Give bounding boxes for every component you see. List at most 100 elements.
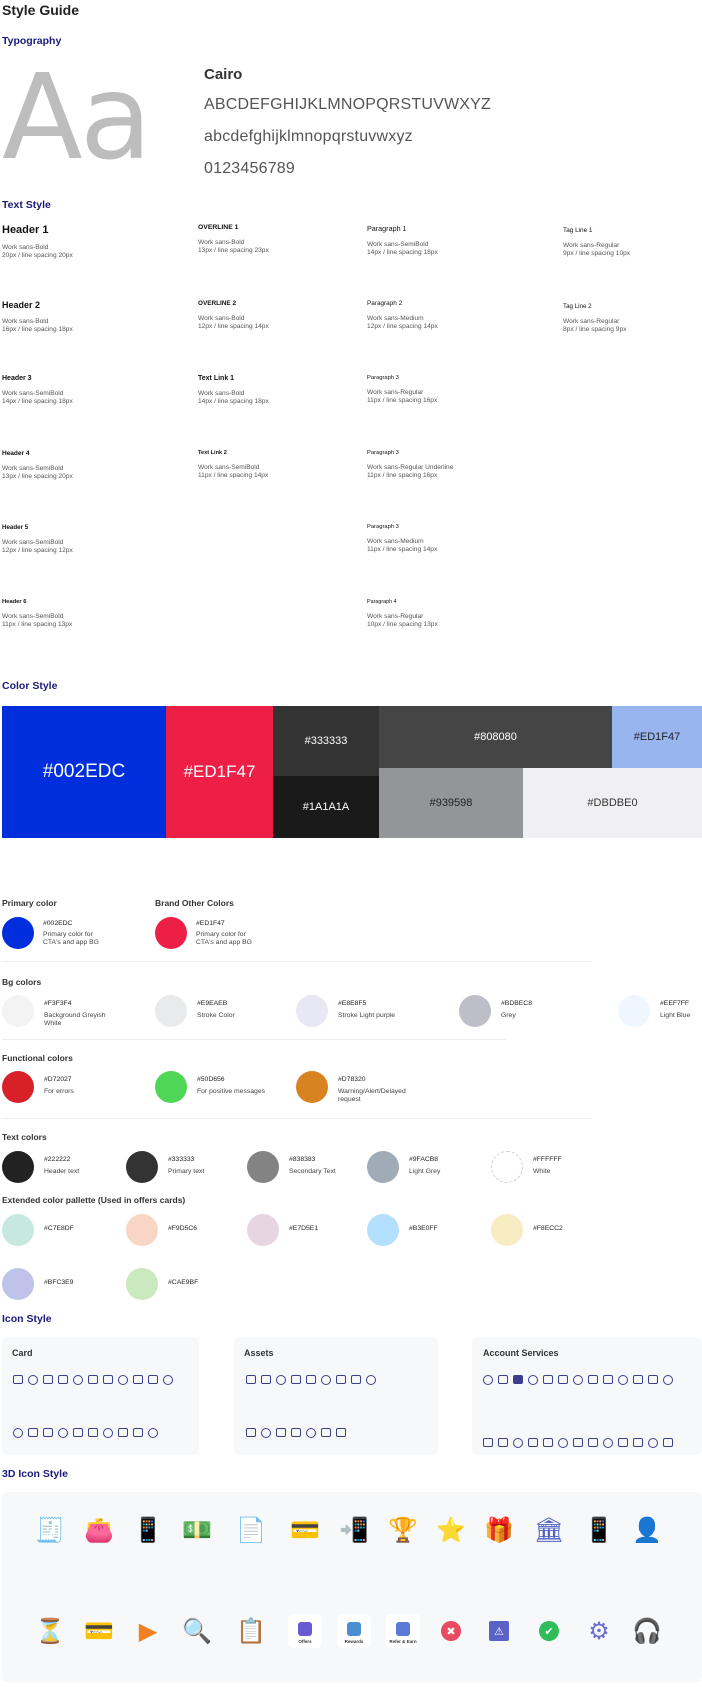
line-icon[interactable] bbox=[58, 1375, 68, 1384]
text-style-size: 20px / line spacing 20px bbox=[2, 252, 73, 259]
bg-color-info: #BDBEC8 Grey bbox=[501, 1000, 611, 1020]
line-icon[interactable] bbox=[306, 1428, 316, 1438]
line-icon[interactable] bbox=[483, 1375, 493, 1385]
line-icon[interactable] bbox=[618, 1375, 628, 1385]
line-icon[interactable] bbox=[543, 1438, 553, 1447]
line-icon[interactable] bbox=[648, 1375, 658, 1384]
line-icon[interactable] bbox=[246, 1428, 256, 1437]
extended-color-info: #B3E0FF bbox=[409, 1225, 519, 1234]
line-icon[interactable] bbox=[351, 1375, 361, 1384]
line-icon[interactable] bbox=[513, 1375, 523, 1384]
line-icon[interactable] bbox=[603, 1438, 613, 1448]
line-icon[interactable] bbox=[588, 1438, 598, 1447]
line-icon[interactable] bbox=[633, 1438, 643, 1447]
extended-color-hex: #E7D5E1 bbox=[289, 1225, 319, 1232]
line-icon[interactable] bbox=[573, 1375, 583, 1385]
settings-icon: ⚙ bbox=[588, 1617, 610, 1645]
text-style-spec: Work sans-SemiBold 14px / line spacing 18… bbox=[367, 241, 537, 257]
line-icon[interactable] bbox=[276, 1428, 286, 1437]
text-style-size: 11px / line spacing 13px bbox=[2, 621, 73, 628]
line-icon[interactable] bbox=[366, 1375, 376, 1385]
line-icon[interactable] bbox=[558, 1438, 568, 1448]
line-icon[interactable] bbox=[618, 1438, 628, 1447]
line-icon[interactable] bbox=[148, 1428, 158, 1438]
extended-color-dot bbox=[126, 1214, 158, 1246]
color-swatch: #ED1F47 bbox=[166, 706, 273, 838]
line-icon[interactable] bbox=[663, 1438, 673, 1447]
line-icon[interactable] bbox=[291, 1428, 301, 1437]
extended-color-info: #E7D5E1 bbox=[289, 1225, 399, 1234]
primary-color-dot bbox=[2, 917, 34, 949]
text-style-spec: Work sans-Regular Underline 11px / line s… bbox=[367, 464, 537, 480]
line-icon[interactable] bbox=[483, 1438, 493, 1447]
line-icon[interactable] bbox=[588, 1375, 598, 1384]
brand-color-dot bbox=[155, 917, 187, 949]
extended-color-info: #CAE9BF bbox=[168, 1279, 278, 1288]
line-icon[interactable] bbox=[528, 1375, 538, 1385]
warning-icon: ⚠ bbox=[489, 1621, 509, 1641]
line-icon[interactable] bbox=[321, 1375, 331, 1385]
line-icon[interactable] bbox=[43, 1375, 53, 1384]
extended-color-info: #F8ECC2 bbox=[533, 1225, 643, 1234]
line-icon[interactable] bbox=[498, 1438, 508, 1447]
text-color-dot bbox=[367, 1151, 399, 1183]
offers-badge-graphic bbox=[298, 1622, 312, 1636]
brand-color-info: #ED1F47 Primary color for CTA's and app … bbox=[196, 920, 306, 948]
line-icon[interactable] bbox=[58, 1428, 68, 1438]
line-icon[interactable] bbox=[291, 1375, 301, 1384]
bg-color-desc: Stroke Color bbox=[197, 1011, 235, 1019]
line-icon[interactable] bbox=[603, 1375, 613, 1384]
bg-colors-title: Bg colors bbox=[2, 977, 42, 987]
line-icon[interactable] bbox=[28, 1375, 38, 1385]
color-swatch-hex: #DBDBE0 bbox=[587, 797, 638, 809]
line-icon[interactable] bbox=[133, 1428, 143, 1437]
line-icon[interactable] bbox=[663, 1375, 673, 1385]
line-icon[interactable] bbox=[88, 1375, 98, 1384]
text-style-spec: Work sans-Regular 9px / line spacing 10px bbox=[563, 242, 702, 258]
text-style-font: Work sans-Regular bbox=[367, 389, 424, 396]
line-icon[interactable] bbox=[118, 1375, 128, 1385]
line-icon[interactable] bbox=[558, 1375, 568, 1384]
line-icon[interactable] bbox=[73, 1375, 83, 1385]
line-icon[interactable] bbox=[261, 1428, 271, 1438]
line-icon[interactable] bbox=[336, 1375, 346, 1384]
line-icon[interactable] bbox=[633, 1375, 643, 1384]
primary-color-info: #002EDC Primary color for CTA's and app … bbox=[43, 920, 153, 948]
icon-style-section-title: Icon Style bbox=[2, 1313, 52, 1325]
bg-color-hex: #F3F3F4 bbox=[44, 1000, 72, 1007]
text-style-size: 12px / line spacing 12px bbox=[2, 547, 73, 554]
line-icon[interactable] bbox=[163, 1375, 173, 1385]
bg-color-info: #EEF7FF Light Blue bbox=[660, 1000, 702, 1020]
line-icon[interactable] bbox=[306, 1375, 316, 1384]
line-icon[interactable] bbox=[321, 1428, 331, 1437]
line-icon[interactable] bbox=[148, 1375, 158, 1384]
line-icon[interactable] bbox=[103, 1428, 113, 1438]
bg-color-hex: #BDBEC8 bbox=[501, 1000, 532, 1007]
trophy-icon: 🏆 bbox=[388, 1516, 418, 1544]
text-style-size: 10px / line spacing 13px bbox=[367, 621, 438, 628]
line-icon[interactable] bbox=[543, 1375, 553, 1384]
line-icon[interactable] bbox=[573, 1438, 583, 1447]
line-icon[interactable] bbox=[13, 1428, 23, 1438]
line-icon[interactable] bbox=[498, 1375, 508, 1384]
line-icon[interactable] bbox=[103, 1375, 113, 1384]
line-icon[interactable] bbox=[276, 1375, 286, 1385]
text-style-name: Header 6 bbox=[2, 599, 27, 605]
line-icon[interactable] bbox=[648, 1438, 658, 1448]
line-icon[interactable] bbox=[43, 1428, 53, 1437]
line-icon[interactable] bbox=[28, 1428, 38, 1437]
functional-color-desc: For errors bbox=[44, 1087, 74, 1095]
text-style-size: 11px / line spacing 14px bbox=[367, 546, 438, 553]
line-icon[interactable] bbox=[133, 1375, 143, 1384]
line-icon[interactable] bbox=[528, 1438, 538, 1447]
line-icon[interactable] bbox=[513, 1438, 523, 1448]
line-icon[interactable] bbox=[88, 1428, 98, 1437]
line-icon[interactable] bbox=[336, 1428, 346, 1437]
line-icon[interactable] bbox=[118, 1428, 128, 1437]
text-style-font: Work sans-SemiBold bbox=[2, 390, 64, 397]
line-icon[interactable] bbox=[73, 1428, 83, 1437]
line-icon[interactable] bbox=[246, 1375, 256, 1384]
offers-icon: Offers bbox=[288, 1614, 322, 1648]
line-icon[interactable] bbox=[13, 1375, 23, 1384]
line-icon[interactable] bbox=[261, 1375, 271, 1384]
